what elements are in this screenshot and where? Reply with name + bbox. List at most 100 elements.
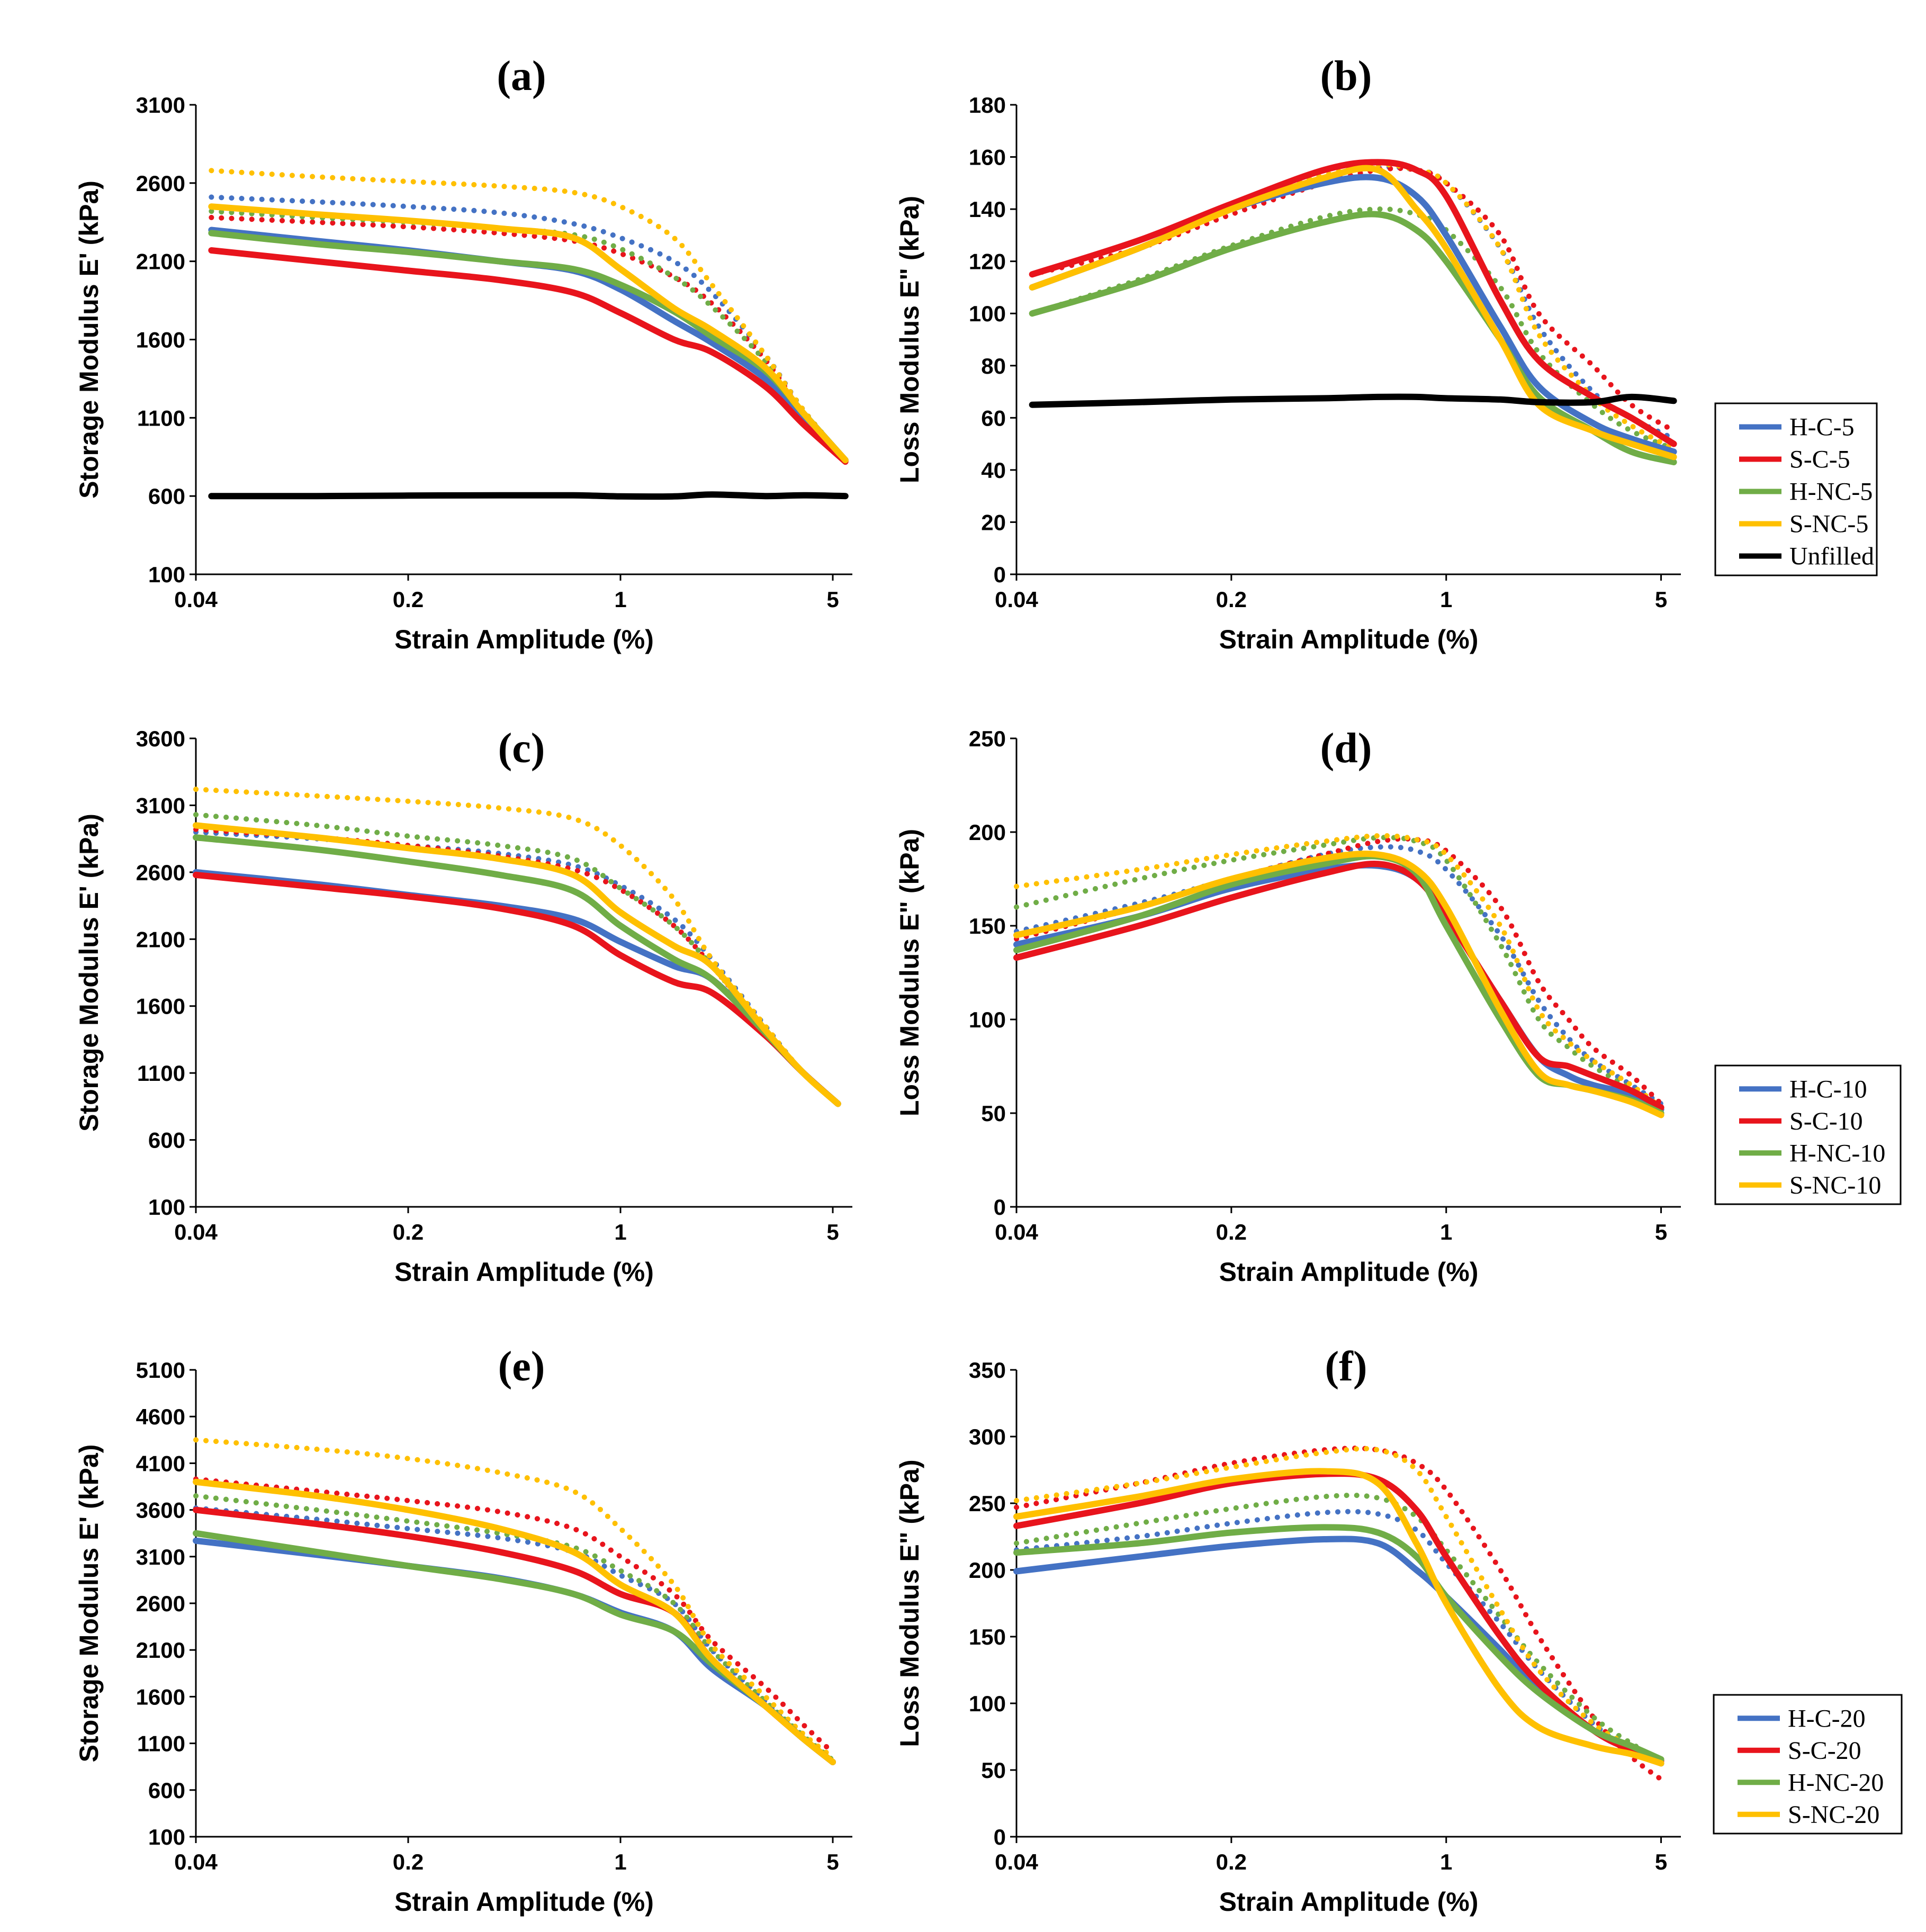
chart-panel-f: 0 50 100 150 200 250 300 350 0.04 0.2 1 5 (f) Strain … [895,1343,1903,1917]
y-tick-label: 1100 [137,405,185,430]
legend-label: H-C-20 [1788,1704,1866,1732]
series-line-h-nc-20-dotted [1014,1492,1664,1764]
series-line-h-c-10 [1013,862,1664,1113]
chart-title: (a) [497,53,546,100]
x-axis-title: Strain Amplitude (%) [1219,1257,1479,1287]
x-tick-label: 0.04 [174,1849,218,1874]
legend-label: H-C-10 [1789,1075,1867,1103]
y-tick-label: 250 [969,726,1006,751]
chart-title: (f) [1325,1343,1367,1390]
x-tick-label: 1 [1440,1220,1452,1244]
x-axis-title: Strain Amplitude (%) [1219,625,1479,654]
y-tick-label: 2600 [136,1591,185,1616]
x-tick-label: 1 [1440,587,1452,612]
chart-panel-b: 0 20 40 60 80 100 120 140 160 180 0.04 0.2 1 5 (b) Stra… [895,53,1878,654]
y-tick-label: 200 [969,1558,1006,1583]
series-line-s-nc-20 [193,1478,836,1765]
series-line-s-nc-5-dotted [1029,162,1677,452]
y-axis-title: Storage Modulus E' (kPa) [74,180,104,499]
series-line-h-c-10-dotted [193,829,841,1107]
y-tick-label: 50 [981,1101,1006,1126]
series-line-h-c-5-dotted [209,194,848,463]
y-axis-title: Loss Modulus E" (kPa) [895,196,924,483]
x-axis-title: Strain Amplitude (%) [394,1887,654,1917]
y-tick-label: 2600 [136,860,185,885]
y-tick-label: 4100 [136,1451,185,1476]
y-tick-label: 100 [148,1825,185,1849]
series-line-s-nc-20 [1013,1468,1664,1767]
y-tick-label: 20 [981,510,1006,535]
y-tick-label: 1100 [137,1061,185,1086]
y-tick-label: 150 [969,914,1006,938]
x-tick-label: 0.04 [995,1220,1038,1244]
legend: H-C-5 S-C-5 H-NC-5 S-NC-5 Unfilled [1714,402,1878,576]
x-tick-label: 0.2 [393,1849,424,1874]
x-tick-label: 0.2 [1216,1849,1247,1874]
y-axis-title: Loss Modulus E" (kPa) [895,1459,924,1747]
y-tick-label: 180 [969,93,1006,118]
legend: H-C-20 S-C-20 H-NC-20 S-NC-20 [1713,1694,1903,1835]
y-tick-label: 600 [148,484,185,509]
series-line-s-nc-10 [193,822,841,1107]
y-tick-label: 1600 [136,1684,185,1709]
series-line-s-nc-20-dotted [1014,1446,1664,1762]
y-tick-label: 100 [148,1195,185,1220]
legend-label: S-NC-10 [1789,1171,1881,1199]
x-axis-title: Strain Amplitude (%) [394,1257,654,1287]
legend-label: S-NC-5 [1789,510,1868,538]
y-tick-label: 3600 [136,726,185,751]
legend-label: S-C-20 [1788,1737,1861,1765]
y-tick-label: 100 [969,301,1006,326]
x-tick-label: 1 [1440,1849,1452,1874]
y-tick-label: 600 [148,1778,185,1803]
legend-label: H-NC-20 [1788,1768,1884,1796]
y-tick-label: 600 [148,1128,185,1153]
x-tick-label: 5 [1655,1220,1667,1244]
y-tick-label: 100 [148,562,185,587]
y-tick-label: 4600 [136,1404,185,1429]
series-line-s-c-20-dotted [193,1476,835,1756]
x-tick-label: 0.04 [174,587,218,612]
y-tick-label: 2100 [136,927,185,952]
y-tick-label: 5100 [136,1358,185,1383]
legend-label: H-NC-10 [1789,1139,1885,1167]
series-line-s-nc-5 [1029,165,1677,461]
chart-panel-d: 0 50 100 150 200 250 0.04 0.2 1 5 (d) Strain Amplit… [895,725,1902,1287]
chart-panel-c: 100 600 1100 1600 2100 2600 3100 3600 0.04 0.2 1 5 (… [74,725,852,1287]
series-line-s-nc-10 [1013,850,1664,1118]
y-tick-label: 3100 [136,93,185,118]
series-line-h-nc-20 [1013,1524,1664,1763]
x-tick-label: 1 [614,1849,626,1874]
y-tick-label: 3100 [136,1545,185,1569]
y-tick-label: 140 [969,197,1006,222]
series-line-h-nc-10-dotted [1014,835,1664,1111]
x-tick-label: 0.2 [1216,587,1247,612]
x-tick-label: 5 [1655,1849,1667,1874]
series-line-h-c-20 [1013,1536,1664,1767]
x-tick-label: 5 [826,587,839,612]
y-tick-label: 80 [981,354,1006,378]
x-tick-label: 5 [826,1849,839,1874]
y-tick-label: 1600 [136,328,185,353]
series-line-s-c-10-dotted [193,826,841,1107]
y-tick-label: 120 [969,249,1006,274]
y-axis-title: Loss Modulus E" (kPa) [895,829,924,1116]
y-tick-label: 100 [969,1007,1006,1032]
series-line-h-nc-10 [193,834,841,1107]
y-tick-label: 3100 [136,793,185,818]
y-tick-label: 160 [969,145,1006,170]
y-tick-label: 3600 [136,1498,185,1523]
x-tick-label: 5 [1655,587,1667,612]
y-tick-label: 200 [969,820,1006,845]
series-line-s-nc-20-dotted [193,1437,835,1761]
x-tick-label: 0.2 [393,1220,424,1244]
y-tick-label: 0 [994,562,1006,587]
y-tick-label: 150 [969,1624,1006,1649]
x-tick-label: 0.2 [1216,1220,1247,1244]
series-line-h-c-20-dotted [1014,1509,1664,1766]
x-axis-title: Strain Amplitude (%) [394,625,654,654]
y-axis-title: Storage Modulus E' (kPa) [74,1445,104,1763]
series-line-s-nc-5-dotted [209,168,848,463]
x-tick-label: 1 [614,1220,626,1244]
y-tick-label: 2600 [136,171,185,196]
